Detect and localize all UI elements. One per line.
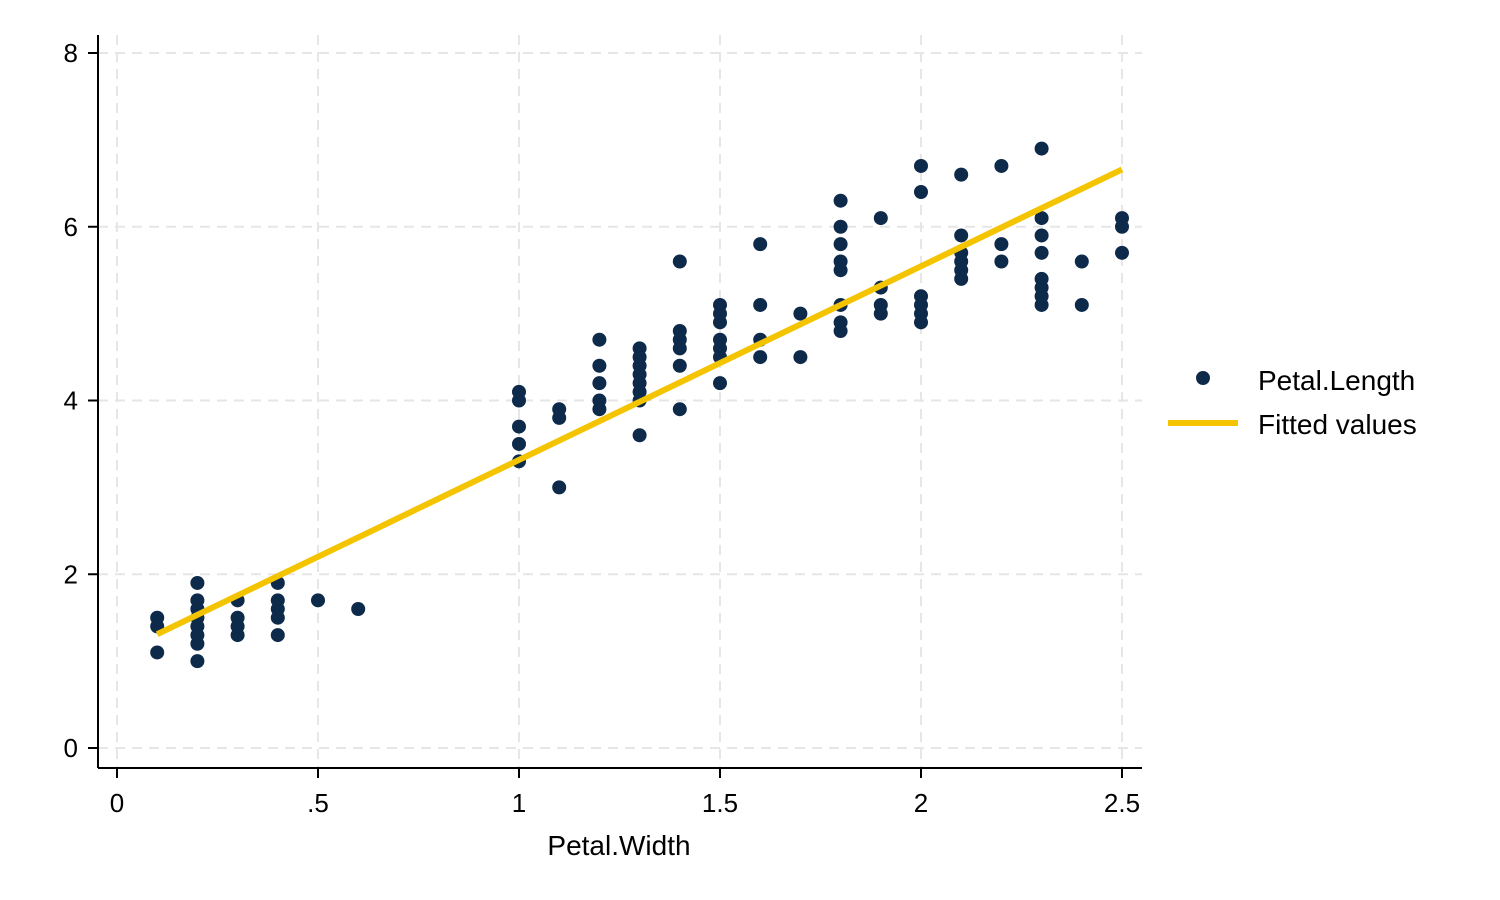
data-point [1115,245,1129,260]
data-point [1034,141,1049,156]
data-point [994,254,1009,269]
data-point [954,271,969,286]
legend-marker-petal-length [1196,371,1210,385]
grid [98,35,1142,768]
data-point [150,645,165,660]
fitted-line [155,166,1124,637]
data-point [833,219,848,234]
legend: Petal.Length Fitted values [1168,365,1417,440]
data-point [512,436,526,451]
x-tick-label: 1 [512,788,526,818]
x-axis-ticks: 0 .5 1 1.5 2 2.5 [110,768,1140,818]
data-point [833,324,848,338]
data-point [873,306,888,321]
data-point [954,167,969,182]
data-point [270,628,285,643]
data-point [1074,254,1089,269]
data-point [753,237,768,252]
x-tick-label: 0 [110,788,124,818]
data-point [1034,245,1049,260]
legend-label-fitted-values: Fitted values [1258,409,1417,440]
data-point [914,315,928,330]
data-point [552,410,567,425]
data-point [713,376,727,391]
data-point [1034,297,1049,312]
data-point [753,297,768,312]
data-point [311,593,325,608]
data-point [1034,211,1049,226]
data-point [190,575,205,590]
data-point [914,185,928,199]
data-point [833,193,848,208]
x-tick-label: 2 [914,788,928,818]
data-points [150,141,1129,669]
data-point [270,610,285,625]
data-point [793,350,808,365]
data-point [190,654,205,669]
data-point [1034,228,1049,243]
data-point [713,315,727,330]
y-tick-label: 4 [64,386,78,416]
data-point [672,341,687,356]
data-point [833,237,848,252]
data-point [592,376,607,391]
data-point [592,358,607,373]
data-point [833,263,848,278]
y-tick-label: 2 [64,559,78,589]
data-point [672,358,687,373]
data-point [994,237,1009,252]
data-point [753,350,768,365]
fit-line-layer [155,166,1124,637]
data-point [552,480,567,495]
data-point [672,254,687,269]
data-point [592,332,607,347]
data-point [994,158,1009,173]
data-point [1074,297,1089,312]
y-tick-label: 6 [64,212,78,242]
x-tick-label: .5 [307,788,329,818]
x-tick-label: 1.5 [702,788,738,818]
data-point [512,393,526,408]
y-tick-label: 8 [64,38,78,68]
data-point [632,428,647,443]
legend-label-petal-length: Petal.Length [1258,365,1415,396]
data-point [230,628,245,643]
x-axis-title: Petal.Width [547,830,690,861]
data-point [793,306,808,321]
x-tick-label: 2.5 [1104,788,1140,818]
data-point [190,636,205,651]
data-point [914,158,928,173]
data-point [873,211,888,226]
data-point [672,402,687,417]
data-point [1115,219,1129,234]
y-tick-label: 0 [64,733,78,763]
data-point [512,419,526,434]
y-axis-ticks: 0 2 4 6 8 [64,38,98,763]
data-point [954,228,969,243]
data-point [351,602,366,616]
data-point [592,402,607,417]
